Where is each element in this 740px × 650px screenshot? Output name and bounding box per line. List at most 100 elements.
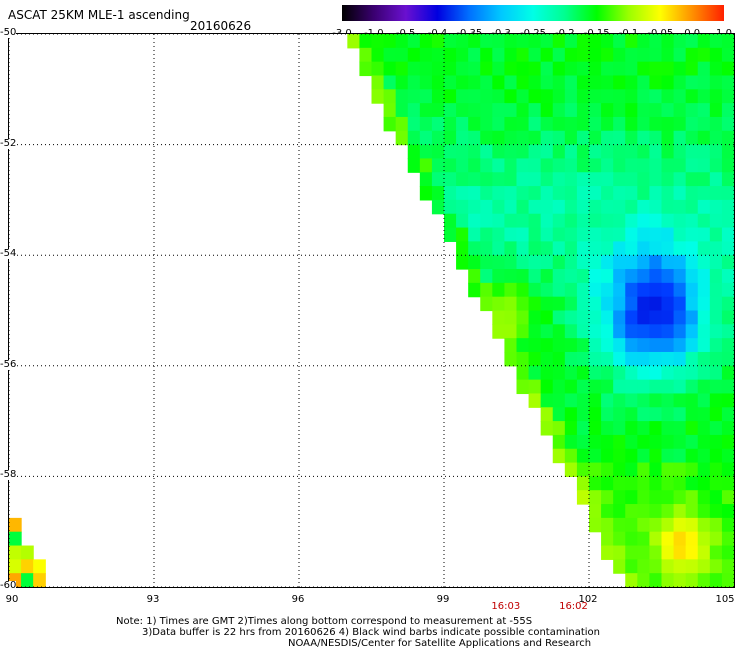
wind-cell — [697, 407, 711, 422]
wind-cell — [9, 545, 22, 560]
wind-cell — [589, 504, 602, 519]
note-line-1: Note: 1) Times are GMT 2)Times along bot… — [116, 616, 533, 627]
wind-cell — [709, 573, 723, 587]
wind-cell — [601, 116, 614, 132]
wind-cell — [661, 531, 675, 547]
wind-cell — [456, 144, 469, 160]
wind-cell — [661, 490, 675, 505]
wind-cell — [528, 393, 542, 408]
map-title: ASCAT 25KM MLE-1 ascending — [8, 8, 190, 22]
wind-cell — [552, 434, 566, 450]
wind-cell — [697, 421, 711, 436]
wind-cell — [721, 393, 734, 408]
wind-cell — [468, 47, 481, 63]
wind-cell — [697, 462, 711, 477]
wind-cell — [601, 407, 614, 422]
wind-cell — [673, 255, 687, 270]
wind-cell — [552, 130, 566, 146]
wind-cell — [673, 61, 687, 77]
wind-cell — [347, 34, 361, 49]
wind-cell — [661, 269, 675, 284]
wind-cell — [661, 448, 675, 464]
wind-cell — [564, 116, 578, 132]
wind-cell — [431, 199, 445, 215]
wind-cell — [528, 310, 542, 325]
wind-cell — [576, 227, 590, 242]
wind-cell — [685, 269, 699, 284]
wind-cell — [516, 338, 530, 353]
wind-cell — [33, 559, 46, 574]
wind-cell — [383, 61, 397, 77]
wind-cell — [528, 89, 542, 104]
wind-cell — [480, 186, 493, 201]
wind-cell — [395, 89, 409, 104]
wind-cell — [613, 379, 626, 395]
wind-cell — [685, 241, 699, 256]
wind-cell — [395, 75, 409, 90]
wind-cell — [564, 379, 578, 395]
wind-cell — [504, 47, 518, 63]
wind-cell — [625, 269, 638, 284]
wind-cell — [528, 241, 542, 256]
wind-cell — [552, 89, 566, 104]
wind-cell — [697, 199, 711, 215]
wind-cell — [721, 379, 734, 395]
wind-cell — [661, 338, 675, 353]
wind-cell — [444, 130, 457, 146]
wind-cell — [431, 186, 445, 201]
graticule — [9, 34, 734, 587]
wind-cell — [697, 448, 711, 464]
wind-cell — [528, 379, 542, 395]
wind-cell — [576, 34, 590, 49]
wind-cell — [661, 34, 675, 49]
wind-cell — [697, 490, 711, 505]
wind-cell — [673, 75, 687, 90]
wind-cell — [540, 158, 554, 173]
wind-cell — [564, 407, 578, 422]
wind-cell — [601, 158, 614, 173]
wind-cell — [576, 476, 590, 491]
wind-cell — [492, 324, 506, 339]
wind-cell — [613, 199, 626, 215]
wind-cell — [709, 379, 723, 395]
wind-cell — [673, 448, 687, 464]
wind-cell — [516, 89, 530, 104]
wind-cell — [709, 89, 723, 104]
wind-cell — [685, 89, 699, 104]
wind-cell — [492, 89, 506, 104]
wind-cell — [709, 434, 723, 450]
wind-cell — [613, 75, 626, 90]
wind-cell — [540, 296, 554, 312]
wind-cell — [576, 89, 590, 104]
wind-cell — [625, 130, 638, 146]
wind-cell — [576, 47, 590, 63]
wind-cell — [480, 130, 493, 146]
wind-cell — [709, 448, 723, 464]
wind-cell — [721, 434, 734, 450]
wind-cell — [576, 199, 590, 215]
wind-cell — [661, 310, 675, 325]
wind-cell — [589, 517, 602, 533]
wind-cell — [431, 172, 445, 187]
wind-cell — [540, 186, 554, 201]
wind-cell — [625, 351, 638, 367]
wind-cell — [492, 186, 506, 201]
wind-cell — [697, 158, 711, 173]
wind-cell — [564, 172, 578, 187]
wind-cell — [589, 116, 602, 132]
wind-cell — [625, 448, 638, 464]
wind-cell — [673, 379, 687, 395]
wind-cell — [504, 282, 518, 298]
wind-cell — [456, 89, 469, 104]
wind-cell — [649, 103, 663, 118]
wind-cell — [540, 172, 554, 187]
longitude-label: 90 — [5, 594, 19, 605]
wind-cell — [480, 296, 493, 312]
wind-cell — [456, 213, 469, 229]
wind-cell — [516, 255, 530, 270]
wind-cell — [685, 144, 699, 160]
wind-cell — [637, 255, 651, 270]
wind-cell — [383, 89, 397, 104]
wind-cell — [552, 296, 566, 312]
wind-cell — [673, 462, 687, 477]
